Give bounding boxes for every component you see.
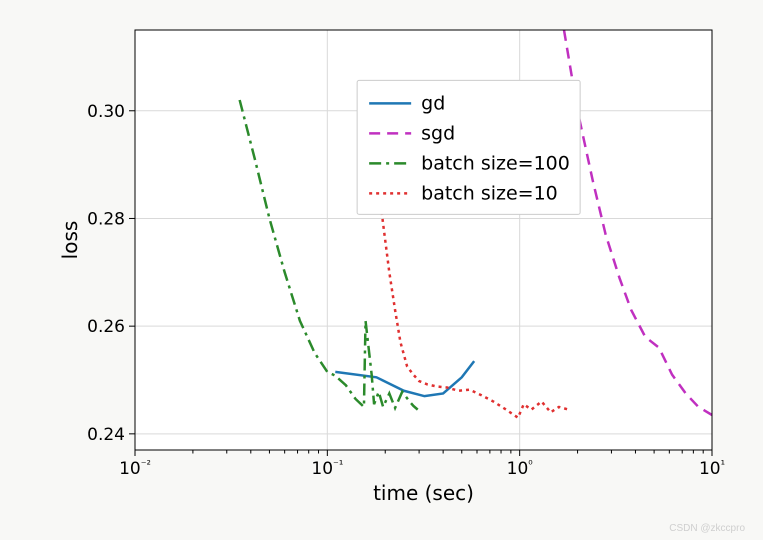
svg-text:0.24: 0.24 bbox=[87, 425, 125, 445]
loss-vs-time-chart: 0.24 0.26 0.28 0.30 10⁻² 10⁻¹ 10⁰ 10¹ loss time (… bbox=[50, 20, 730, 510]
x-axis-label: time (sec) bbox=[373, 481, 474, 505]
legend-label: sgd bbox=[421, 122, 455, 144]
legend-label: batch size=100 bbox=[421, 152, 570, 174]
svg-text:0.30: 0.30 bbox=[87, 102, 125, 122]
svg-text:10¹: 10¹ bbox=[699, 458, 725, 480]
watermark-text: CSDN @zkccpro bbox=[669, 523, 745, 534]
y-axis-label: loss bbox=[58, 221, 82, 260]
legend-label: batch size=10 bbox=[421, 182, 558, 204]
svg-text:10⁻¹: 10⁻¹ bbox=[311, 458, 343, 480]
svg-text:10⁻²: 10⁻² bbox=[119, 458, 151, 480]
chart-container: 0.24 0.26 0.28 0.30 10⁻² 10⁻¹ 10⁰ 10¹ loss time (… bbox=[50, 20, 730, 510]
svg-text:0.26: 0.26 bbox=[87, 317, 125, 337]
svg-text:10⁰: 10⁰ bbox=[507, 458, 534, 480]
legend: gd sgd batch size=100 batch size=10 bbox=[357, 80, 580, 214]
legend-label: gd bbox=[421, 92, 445, 114]
svg-text:0.28: 0.28 bbox=[87, 209, 125, 229]
